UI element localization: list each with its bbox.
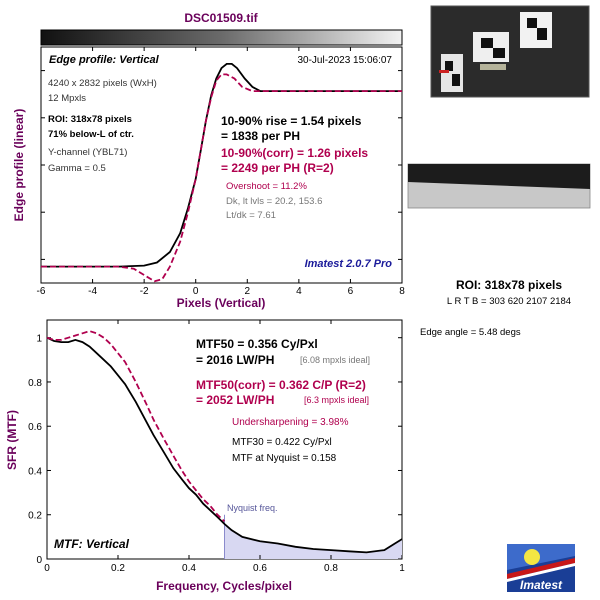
- mtf-x-tick-label: 1: [399, 563, 405, 574]
- mtf-x-tick-label: 0.2: [111, 563, 125, 574]
- edge-x-tick-label: -2: [140, 286, 149, 297]
- edge-levels: Dk, lt lvls = 20.2, 153.6: [226, 196, 322, 207]
- edge-x-ticks: -6 -4 -2 0 2 4 6 8: [37, 47, 405, 297]
- mtf-xlabel: Frequency, Cycles/pixel: [156, 579, 292, 593]
- edge-x-tick-label: 4: [296, 286, 302, 297]
- mtf-y-tick-label: 0: [36, 555, 42, 566]
- edge-overshoot: Overshoot = 11.2%: [226, 181, 307, 192]
- edge-ltdk: Lt/dk = 7.61: [226, 210, 276, 221]
- file-title: DSC01509.tif: [184, 11, 258, 25]
- mtf-nyquist: MTF at Nyquist = 0.158: [232, 453, 337, 464]
- edge-rise: 10-90% rise = 1.54 pixels: [221, 114, 362, 128]
- edge-roi: ROI: 318x78 pixels: [48, 114, 132, 125]
- roi-title: ROI: 318x78 pixels: [456, 278, 562, 292]
- edge-angle: Edge angle = 5.48 degs: [420, 327, 521, 338]
- mtf-x-tick-label: 0.6: [253, 563, 267, 574]
- nyquist-label: Nyquist freq.: [227, 503, 278, 513]
- mtf50-lwph: = 2016 LW/PH: [196, 353, 274, 367]
- edge-info-mpxl: 12 Mpxls: [48, 93, 86, 104]
- edge-x-tick-label: -6: [37, 286, 46, 297]
- mtf-x-tick-label: 0: [44, 563, 50, 574]
- edge-rise-ph: = 1838 per PH: [221, 129, 300, 143]
- mtf-heading: MTF: Vertical: [54, 537, 130, 551]
- edge-xlabel: Pixels (Vertical): [177, 296, 266, 310]
- edge-info-size: 4240 x 2832 pixels (WxH): [48, 78, 157, 89]
- roi-lrtb: L R T B = 303 620 2107 2184: [447, 296, 571, 307]
- mtf-x-tick-label: 0.4: [182, 563, 196, 574]
- edge-brand: Imatest 2.0.7 Pro: [305, 258, 393, 270]
- mtf-y-tick-label: 0.2: [28, 511, 42, 522]
- nyquist-shaded-area: [224, 524, 402, 559]
- mtf-y-tick-label: 0.4: [28, 466, 42, 477]
- mtf30: MTF30 = 0.422 Cy/Pxl: [232, 437, 332, 448]
- mtf-line: [46, 336, 403, 554]
- mtf-y-tick-label: 0.8: [28, 378, 42, 389]
- edge-plot-frame: [40, 46, 403, 284]
- mtf-y-tick-label: 1: [36, 334, 42, 345]
- edge-gamma: Gamma = 0.5: [48, 163, 106, 174]
- edge-ylabel: Edge profile (linear): [12, 109, 26, 222]
- edge-timestamp: 30-Jul-2023 15:06:07: [297, 55, 392, 66]
- roi-thumbnail: [407, 163, 591, 209]
- edge-roi-pos: 71% below-L of ctr.: [48, 129, 134, 140]
- mtf50-ideal: [6.08 mpxls ideal]: [300, 355, 370, 365]
- mtf-corr-line: [46, 330, 226, 523]
- mtf-ylabel: SFR (MTF): [5, 410, 19, 470]
- imatest-logo: Imatest: [507, 544, 575, 592]
- edge-x-tick-label: 8: [399, 286, 405, 297]
- edge-rise-corr: 10-90%(corr) = 1.26 pixels: [221, 146, 368, 160]
- edge-heading: Edge profile: Vertical: [49, 54, 160, 66]
- mtf50: MTF50 = 0.356 Cy/Pxl: [196, 337, 318, 351]
- mtf-axis-ticks: 0 0.2 0.4 0.6 0.8 1 0 0.2 0.4 0.6 0.8 1: [28, 320, 405, 574]
- edge-x-tick-label: 6: [348, 286, 354, 297]
- mtf50-corr: MTF50(corr) = 0.362 C/P (R=2): [196, 378, 366, 392]
- mtf50-corr-lwph: = 2052 LW/PH: [196, 393, 274, 407]
- edge-rise-corr-ph: = 2249 per PH (R=2): [221, 161, 334, 175]
- edge-x-tick-label: 0: [193, 286, 199, 297]
- edge-channel: Y-channel (YBL71): [48, 147, 127, 158]
- edge-x-tick-label: 2: [245, 286, 251, 297]
- mtf50-corr-ideal: [6.3 mpxls ideal]: [304, 395, 369, 405]
- logo-text: Imatest: [520, 578, 563, 592]
- mtf-y-tick-label: 0.6: [28, 422, 42, 433]
- edge-profile-corr-line: [41, 73, 402, 283]
- undersharpening: Undersharpening = 3.98%: [232, 417, 349, 428]
- edge-x-tick-label: -4: [88, 286, 97, 297]
- edge-gradient-strip: [40, 29, 403, 46]
- mtf-x-tick-label: 0.8: [324, 563, 338, 574]
- target-thumbnail: [430, 5, 590, 98]
